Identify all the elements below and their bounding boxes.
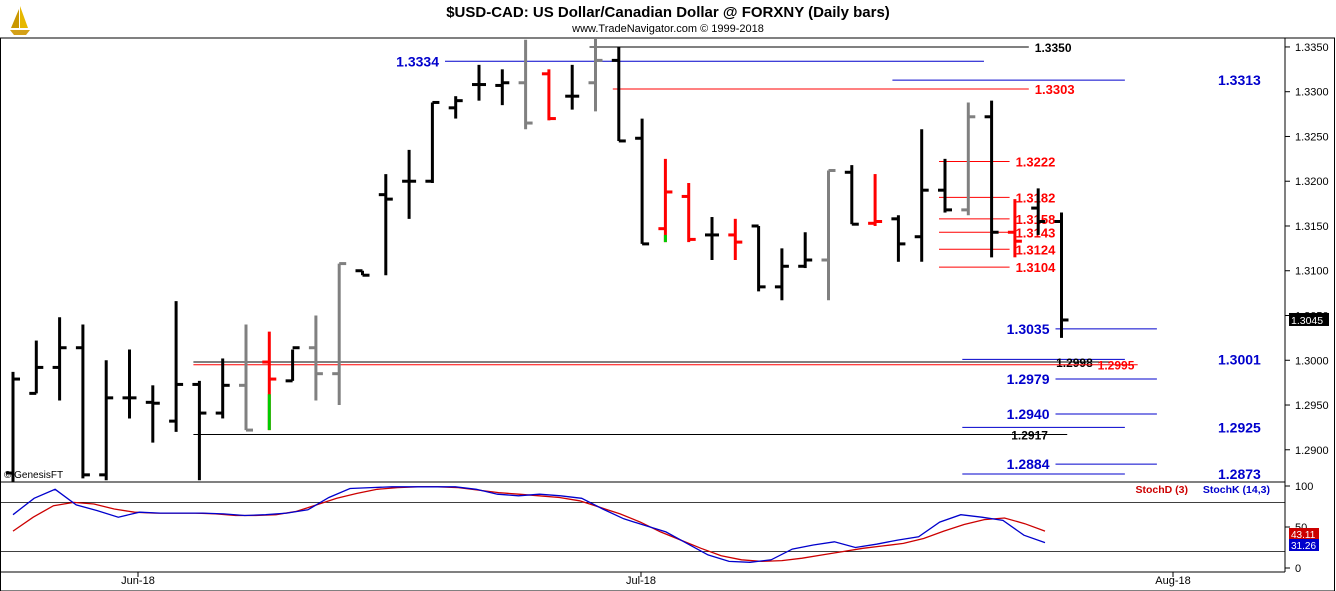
stochastic-tick-label: 100 xyxy=(1295,481,1313,493)
time-tick-label: Aug-18 xyxy=(1155,575,1190,587)
sailboat-logo-icon xyxy=(10,6,30,35)
level-label: 1.2979 xyxy=(1007,371,1050,387)
last-price-label: 1.3045 xyxy=(1291,315,1323,327)
time-tick-label: Jul-18 xyxy=(626,575,656,587)
level-label: 1.3104 xyxy=(1016,260,1057,275)
level-label: 1.2925 xyxy=(1218,419,1261,435)
level-label: 1.3158 xyxy=(1016,212,1056,227)
price-axis: 1.3350 1.3300 1.3250 1.3200 1.3150 1.3100 1.30… xyxy=(1285,42,1329,457)
price-tick-label: 1.3250 xyxy=(1295,131,1329,143)
stoch-k-value: 31.26 xyxy=(1291,541,1316,552)
price-tick-label: 1.2900 xyxy=(1295,445,1329,457)
stoch-d-value-box xyxy=(1289,528,1319,540)
level-label: 1.3001 xyxy=(1218,351,1261,367)
chart-title: $USD-CAD: US Dollar/Canadian Dollar @ FO… xyxy=(446,4,890,21)
level-label: 1.3035 xyxy=(1007,321,1050,337)
level-label: 1.3350 xyxy=(1035,41,1072,55)
level-label: 1.3334 xyxy=(396,53,439,69)
legend-stoch-k: StochK (14,3) xyxy=(1203,484,1270,496)
price-tick-label: 1.2950 xyxy=(1295,400,1329,412)
time-tick-label: Jun-18 xyxy=(121,575,155,587)
level-label: 1.3124 xyxy=(1016,242,1057,257)
price-tick-label: 1.3350 xyxy=(1295,42,1329,54)
level-label: 1.3222 xyxy=(1016,155,1056,170)
legend-stoch-d: StochD (3) xyxy=(1136,484,1189,496)
time-axis: Jun-18 Jul-18 Aug-18 xyxy=(121,572,1191,587)
level-label: 1.2940 xyxy=(1007,406,1050,422)
outer-border xyxy=(0,37,1335,591)
level-label: 1.3143 xyxy=(1016,225,1056,240)
price-tick-label: 1.3100 xyxy=(1295,266,1329,278)
price-tick-label: 1.3300 xyxy=(1295,87,1329,99)
level-label: 1.2884 xyxy=(1007,456,1050,472)
stochastic-tick-label: 0 xyxy=(1295,563,1301,575)
level-label: 1.3182 xyxy=(1016,190,1056,205)
price-tick-label: 1.3200 xyxy=(1295,176,1329,188)
plot-frame xyxy=(0,37,1335,591)
price-levels: 1.3350 1.3334 1.3313 1.3303 1.3222 1.3182 1.31… xyxy=(193,41,1261,482)
stoch-d-value: 43.11 xyxy=(1291,530,1316,541)
price-tick-label: 1.3000 xyxy=(1295,355,1329,367)
level-label: 1.2917 xyxy=(1011,429,1048,443)
last-price-box xyxy=(1289,312,1329,326)
level-label: 1.2998 xyxy=(1056,356,1093,370)
level-label: 1.2873 xyxy=(1218,466,1261,482)
credit-label: © GenesisFT xyxy=(4,470,63,481)
level-label: 1.3313 xyxy=(1218,72,1261,88)
stoch-k-value-box xyxy=(1289,539,1319,551)
level-label: 1.2995 xyxy=(1098,359,1135,373)
level-label: 1.3303 xyxy=(1035,82,1075,97)
chart-subtitle: www.TradeNavigator.com © 1999-2018 xyxy=(571,23,764,35)
price-bars xyxy=(6,38,1069,482)
price-tick-label: 1.3150 xyxy=(1295,221,1329,233)
stochastic-series-line xyxy=(12,486,1046,563)
